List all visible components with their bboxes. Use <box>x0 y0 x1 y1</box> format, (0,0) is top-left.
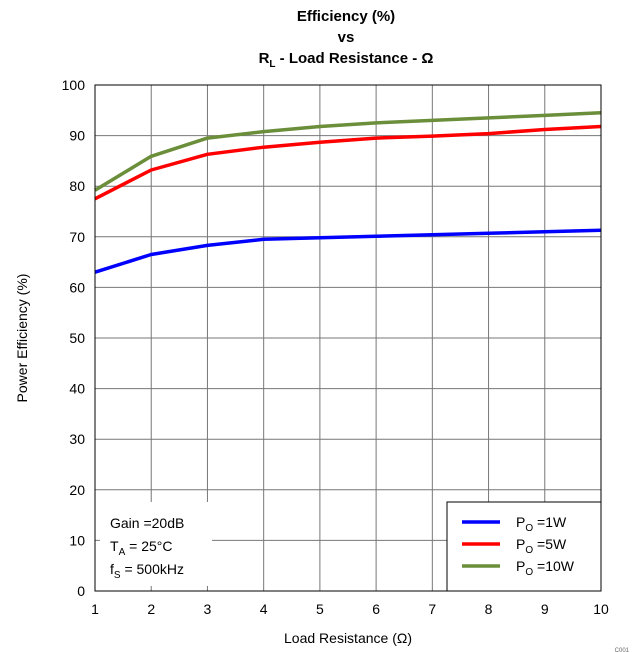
x-tick-label: 2 <box>147 601 155 617</box>
chart-title-line3: RL - Load Resistance - Ω <box>259 50 434 70</box>
x-tick-label: 10 <box>593 601 609 617</box>
series-lines <box>94 111 602 274</box>
plot-frame <box>94 84 602 592</box>
legend-label-1: PO =1W <box>516 514 567 534</box>
x-tick-labels: 1 2 3 4 5 6 7 8 9 10 <box>91 601 609 617</box>
chart-title-line2: vs <box>338 29 355 46</box>
x-tick-label: 6 <box>372 601 380 617</box>
x-tick-label: 9 <box>541 601 549 617</box>
y-tick-label: 100 <box>62 77 86 93</box>
chart-title-line1: Efficiency (%) <box>297 8 395 25</box>
annotation-bg <box>100 502 212 586</box>
y-tick-label: 50 <box>69 330 85 346</box>
ta-prefix: T <box>110 538 119 554</box>
title-r: R <box>259 50 270 67</box>
x-tick-label: 3 <box>204 601 212 617</box>
y-axis-label: Power Efficiency (%) <box>14 274 30 403</box>
figure-id: C001 <box>615 648 630 652</box>
x-axis-label: Load Resistance (Ω) <box>284 630 412 646</box>
annotation-fs: fS = 500kHz <box>110 561 184 581</box>
x-tick-label: 5 <box>316 601 324 617</box>
annotation-gain: Gain =20dB <box>110 515 184 531</box>
series-line-2 <box>94 124 602 201</box>
y-tick-label: 40 <box>69 381 85 397</box>
y-tick-label: 20 <box>69 482 85 498</box>
y-tick-label: 10 <box>69 532 85 548</box>
y-tick-label: 60 <box>69 279 85 295</box>
y-tick-labels: 0 10 20 30 40 50 60 70 80 90 100 <box>62 77 86 599</box>
fs-rest: = 500kHz <box>121 561 184 577</box>
series-line-1 <box>94 228 602 274</box>
annotation-ta: TA = 25°C <box>110 538 172 558</box>
conditions-annotation: Gain =20dB TA = 25°C fS = 500kHz <box>100 502 212 586</box>
legend-box <box>446 501 602 592</box>
x-tick-label: 1 <box>91 601 99 617</box>
y-tick-label: 80 <box>69 178 85 194</box>
y-tick-label: 70 <box>69 229 85 245</box>
y-tick-label: 90 <box>69 128 85 144</box>
fs-sub: S <box>114 570 121 581</box>
ta-sub: A <box>119 547 126 558</box>
y-tick-label: 0 <box>77 583 85 599</box>
x-tick-label: 4 <box>260 601 268 617</box>
series-line-3 <box>94 111 602 192</box>
title-rest: - Load Resistance - Ω <box>276 50 434 67</box>
y-tick-label: 30 <box>69 431 85 447</box>
title-sub-l: L <box>269 59 275 70</box>
legend-label-3: PO =10W <box>516 558 575 578</box>
ta-rest: = 25°C <box>125 538 172 554</box>
legend-label-2: PO =5W <box>516 536 567 556</box>
fs-prefix: f <box>110 561 114 577</box>
x-tick-label: 8 <box>485 601 493 617</box>
x-tick-label: 7 <box>428 601 436 617</box>
